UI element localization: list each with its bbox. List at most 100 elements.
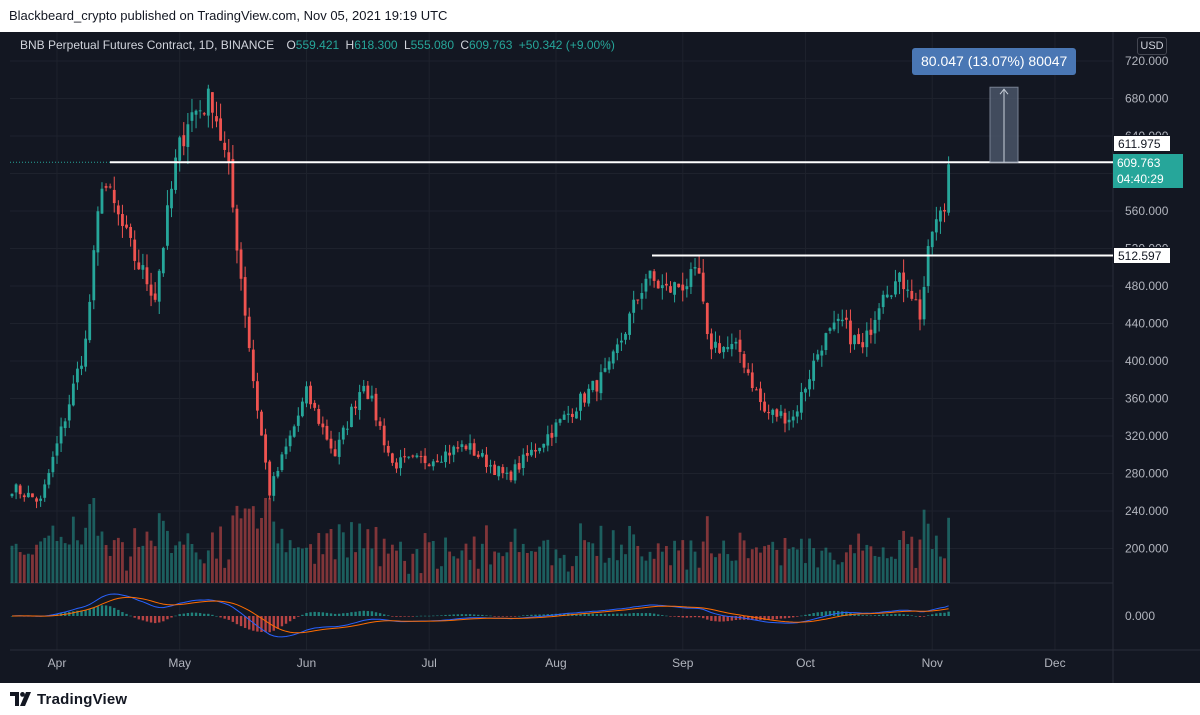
price-chart[interactable]: 720.000680.000640.000600.000560.000520.0… — [0, 32, 1200, 683]
macd-histogram-bar — [215, 615, 218, 617]
low-label: L — [403, 38, 411, 52]
volume-bar — [186, 533, 190, 583]
macd-histogram-bar — [926, 615, 930, 616]
candle-body — [337, 439, 341, 457]
candle-body — [235, 208, 239, 251]
macd-histogram-bar — [693, 616, 697, 618]
volume-bar — [636, 545, 640, 583]
price-axis-label: 240.000 — [1125, 504, 1169, 518]
macd-histogram-bar — [734, 616, 738, 621]
macd-histogram-bar — [562, 613, 566, 616]
volume-bar — [804, 563, 807, 583]
volume-bar — [820, 550, 824, 583]
volume-bar — [521, 543, 525, 583]
candle-body — [660, 285, 664, 289]
volume-bar — [542, 540, 546, 583]
volume-bar — [714, 557, 717, 583]
candle-body — [407, 456, 411, 458]
volume-bar — [472, 536, 476, 583]
macd-histogram-bar — [129, 615, 132, 617]
candle-body — [260, 411, 263, 436]
volume-bar — [910, 536, 914, 583]
candle-body — [243, 277, 247, 316]
price-axis-label: 200.000 — [1125, 542, 1169, 556]
macd-histogram-bar — [235, 616, 239, 625]
candle-body — [108, 186, 112, 188]
volume-bar — [726, 554, 730, 583]
candle-body — [227, 152, 231, 162]
candle-body — [595, 380, 599, 392]
volume-bar — [174, 545, 177, 583]
tradingview-logo-icon — [10, 692, 31, 706]
macd-histogram-bar — [583, 613, 586, 616]
volume-bar — [366, 529, 370, 583]
macd-histogram-bar — [325, 612, 329, 616]
volume-bar — [718, 553, 721, 583]
currency-button[interactable]: USD — [1137, 37, 1167, 55]
candle-body — [742, 354, 746, 368]
candle-body — [562, 414, 566, 420]
candle-body — [296, 415, 300, 426]
chart-frame[interactable]: 720.000680.000640.000600.000560.000520.0… — [0, 32, 1200, 683]
volume-bar — [345, 557, 349, 583]
macd-histogram-bar — [534, 614, 537, 616]
footer-bar: TradingView — [0, 683, 1200, 715]
high-label: H — [345, 38, 355, 52]
candle-body — [55, 443, 59, 456]
candle-body — [849, 320, 852, 345]
macd-histogram-bar — [538, 614, 541, 616]
volume-bar — [59, 536, 63, 583]
macd-histogram-bar — [354, 611, 357, 616]
macd-histogram-bar — [812, 613, 815, 616]
volume-bar — [489, 564, 492, 583]
macd-histogram-bar — [468, 614, 472, 616]
volume-bar — [517, 552, 521, 583]
candle-body — [767, 412, 771, 414]
macd-histogram-bar — [194, 612, 198, 616]
candle-body — [358, 392, 362, 411]
macd-histogram-bar — [710, 616, 713, 621]
candle-body — [427, 464, 431, 467]
candle-body — [673, 282, 676, 295]
macd-histogram-bar — [575, 613, 578, 616]
volume-bar — [705, 516, 709, 583]
volume-bar — [693, 551, 697, 583]
candle-body — [215, 116, 218, 122]
macd-histogram-bar — [366, 611, 370, 616]
volume-bar — [39, 541, 43, 583]
candle-body — [885, 294, 889, 298]
volume-bar — [190, 544, 194, 583]
macd-histogram-bar — [906, 614, 909, 616]
macd-histogram-bar — [526, 615, 529, 616]
volume-bar — [922, 509, 926, 583]
volume-bar — [587, 542, 591, 583]
macd-histogram-bar — [423, 615, 427, 617]
volume-bar — [427, 542, 431, 583]
measure-label[interactable]: 80.047 (13.07%) 80047 — [912, 48, 1077, 75]
macd-histogram-bar — [493, 616, 496, 617]
candle-body — [31, 493, 34, 498]
candle-body — [435, 460, 439, 463]
candle-body — [521, 454, 525, 469]
macd-histogram-bar — [832, 610, 836, 616]
volume-bar — [632, 534, 636, 583]
volume-bar — [362, 548, 366, 583]
volume-bar — [885, 558, 889, 583]
volume-bar — [145, 531, 149, 583]
candle-body — [157, 270, 161, 302]
volume-bar — [620, 544, 623, 583]
price-axis-label: 680.000 — [1125, 92, 1169, 106]
macd-histogram-bar — [190, 612, 194, 616]
tradingview-logo[interactable]: TradingView — [10, 688, 127, 710]
macd-histogram-bar — [881, 614, 885, 616]
candle-body — [873, 319, 877, 334]
macd-histogram-bar — [84, 610, 87, 616]
candle-body — [415, 455, 419, 458]
volume-bar — [47, 535, 51, 583]
candle-body — [836, 318, 840, 321]
macd-line — [11, 593, 949, 638]
candle-body — [137, 262, 141, 270]
volume-bar — [31, 554, 34, 583]
volume-bar — [906, 544, 910, 583]
candle-body — [313, 402, 317, 408]
